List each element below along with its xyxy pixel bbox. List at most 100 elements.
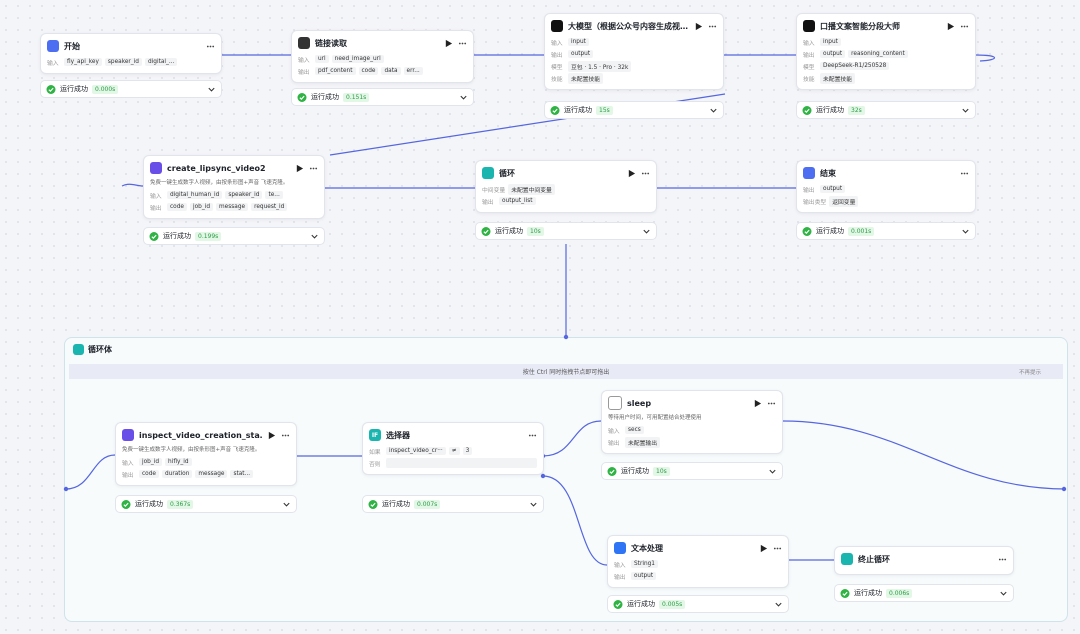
node[interactable]: 文本处理 输入 String1 输出 output — [607, 535, 789, 588]
more-button[interactable] — [998, 555, 1007, 564]
row-item: 未配置中间变量 — [508, 183, 555, 195]
status-bar[interactable]: 运行成功 0.367s — [115, 495, 297, 513]
node[interactable]: 链接读取 输入 url need_image_url 输出 pdf_content code… — [291, 30, 474, 83]
run-button[interactable] — [295, 164, 304, 173]
row-item: err... — [403, 67, 423, 75]
row-item: ≠ — [448, 447, 460, 455]
expand-button[interactable] — [774, 600, 783, 609]
more-button[interactable] — [528, 431, 537, 440]
expand-button[interactable] — [282, 500, 291, 509]
node-row: 输入 digital_human_id speaker_id te... — [150, 189, 318, 201]
node-row: 模型 DeepSeek-R1/250528 — [803, 60, 969, 72]
run-button[interactable] — [759, 544, 768, 553]
status-bar[interactable]: 运行成功 0.005s — [607, 595, 789, 613]
expand-button[interactable] — [768, 467, 777, 476]
row-label: 输出 — [803, 52, 815, 59]
success-icon[interactable] — [368, 499, 378, 509]
more-button[interactable] — [206, 42, 215, 51]
status-bar[interactable]: 运行成功 0.006s — [834, 584, 1014, 602]
more-button[interactable] — [641, 169, 650, 178]
status-bar[interactable]: 运行成功 0.199s — [143, 227, 325, 245]
node[interactable]: 开始输入 fly_api_key speaker_id digital_... — [40, 33, 222, 74]
more-button[interactable] — [281, 431, 290, 440]
node[interactable]: 结束 输出 output 输出类型 返回变量 — [796, 160, 976, 213]
more-button[interactable] — [309, 164, 318, 173]
dismiss-button[interactable]: 不再提示 — [1018, 370, 1041, 376]
success-icon[interactable] — [46, 84, 56, 94]
run-button[interactable] — [444, 39, 453, 48]
node[interactable]: IF 选择器 如果 inspect_video_cr··· ≠ 3 否则 — [362, 422, 544, 475]
expand-button[interactable] — [310, 232, 319, 241]
row-item: fly_api_key — [64, 58, 102, 66]
run-button[interactable] — [946, 22, 955, 31]
success-icon[interactable] — [121, 499, 131, 509]
expand-button[interactable] — [642, 227, 651, 236]
status-text: 运行成功 — [311, 93, 339, 101]
more-button[interactable] — [960, 22, 969, 31]
run-button[interactable] — [627, 169, 636, 178]
row-item: digital_human_id — [167, 191, 223, 199]
loop-icon — [73, 344, 84, 355]
row-label: 输入 — [614, 562, 626, 569]
node[interactable]: 循环 中间变量 未配置中间变量 输出 output_list — [475, 160, 657, 213]
row-label: 否则 — [369, 461, 381, 468]
empty-field — [386, 458, 537, 468]
node-row: 技能 未配置技能 — [551, 72, 717, 84]
node-row: 输出 未配置输出 — [608, 436, 776, 448]
node[interactable]: sleep 等待用户时间，可用配置结合处理使用 输入 secs 输出 未配置输出 — [601, 390, 783, 454]
node[interactable]: inspect_video_creation_sta… 免费一键生成数字人视频，由… — [115, 422, 297, 486]
status-bar[interactable]: 运行成功 0.007s — [362, 495, 544, 513]
success-icon[interactable] — [607, 466, 617, 476]
node-header: 循环 — [482, 166, 650, 180]
node-title: 开始 — [64, 41, 80, 51]
status-bar[interactable]: 运行成功 10s — [475, 222, 657, 240]
node[interactable]: create_lipsync_video2 免费一键生成数字人视频，由按条形图+声… — [143, 155, 325, 219]
node-row: 输入 input — [803, 36, 969, 48]
row-label: 输出 — [298, 69, 310, 76]
success-icon[interactable] — [481, 226, 491, 236]
success-icon[interactable] — [550, 105, 560, 115]
success-icon[interactable] — [802, 226, 812, 236]
status-bar[interactable]: 运行成功 0.000s — [40, 80, 222, 98]
node-row: 输入 fly_api_key speaker_id digital_... — [47, 56, 215, 68]
node-description: 免费一键生成数字人视频，由按条形图+声音 飞速克隆。 — [150, 180, 289, 186]
row-item: job_id — [139, 458, 163, 466]
success-icon[interactable] — [802, 105, 812, 115]
more-button[interactable] — [708, 22, 717, 31]
more-button[interactable] — [960, 169, 969, 178]
status-bar[interactable]: 运行成功 0.151s — [291, 88, 474, 106]
status-bar[interactable]: 运行成功 10s — [601, 462, 783, 480]
expand-button[interactable] — [961, 106, 970, 115]
status-bar[interactable]: 运行成功 32s — [796, 101, 976, 119]
status-bar[interactable]: 运行成功 15s — [544, 101, 724, 119]
status-bar[interactable]: 运行成功 0.001s — [796, 222, 976, 240]
more-button[interactable] — [458, 39, 467, 48]
row-item: 3 — [462, 447, 473, 455]
expand-button[interactable] — [709, 106, 718, 115]
row-item: code — [358, 67, 379, 75]
node-title: sleep — [627, 398, 652, 408]
success-icon[interactable] — [149, 231, 159, 241]
node[interactable]: 大模型（根据公众号内容生成视… 输入 input 输出 output 模型 豆包 · 1.5… — [544, 13, 724, 90]
edge — [65, 454, 116, 490]
run-time: 0.199s — [195, 231, 222, 241]
node-description: 免费一键生成数字人视频，由按条形图+声音 飞速克隆。 — [122, 447, 261, 453]
expand-button[interactable] — [207, 85, 216, 94]
node[interactable]: 终止循环 — [834, 546, 1014, 575]
success-icon[interactable] — [613, 599, 623, 609]
run-button[interactable] — [694, 22, 703, 31]
row-label: 模型 — [803, 64, 815, 71]
node[interactable]: 口播文案智能分段大师 输入 input 输出 output reasoning_conte… — [796, 13, 976, 90]
node-row: 输出 output — [614, 570, 782, 582]
more-button[interactable] — [767, 399, 776, 408]
success-icon[interactable] — [840, 588, 850, 598]
expand-button[interactable] — [529, 500, 538, 509]
expand-button[interactable] — [961, 227, 970, 236]
expand-button[interactable] — [999, 589, 1008, 598]
run-button[interactable] — [753, 399, 762, 408]
more-button[interactable] — [773, 544, 782, 553]
success-icon[interactable] — [297, 92, 307, 102]
run-button[interactable] — [267, 431, 276, 440]
expand-button[interactable] — [459, 93, 468, 102]
node-title: 结束 — [820, 168, 836, 178]
